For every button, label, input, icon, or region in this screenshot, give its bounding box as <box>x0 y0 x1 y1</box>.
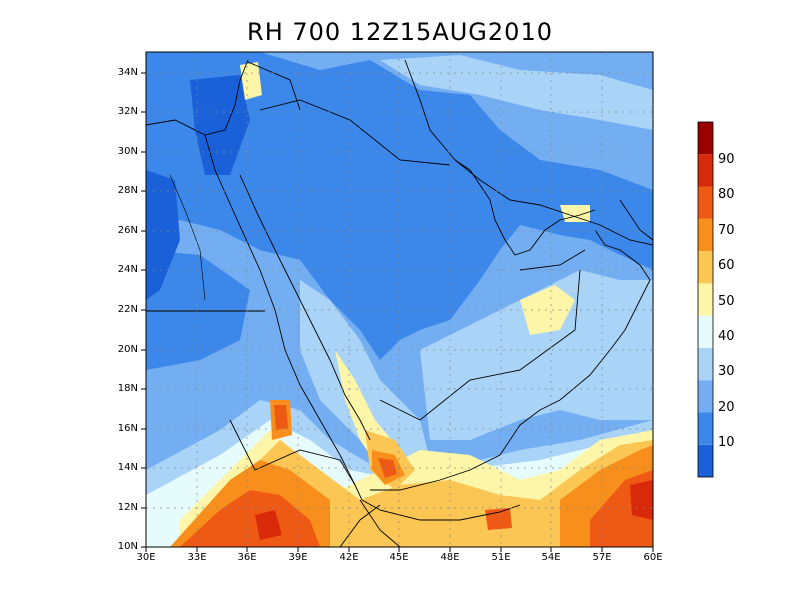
field-80-south <box>180 490 320 547</box>
sudan-ethiopia-border <box>229 419 256 471</box>
colorbar-swatch <box>698 412 713 445</box>
field-80-ethiopia <box>274 405 288 430</box>
lat-label: 16N <box>117 423 138 434</box>
lat-label: 26N <box>117 225 138 236</box>
lat-label: 14N <box>117 462 138 473</box>
lat-label: 18N <box>117 383 138 394</box>
field-dry-north <box>146 250 250 370</box>
persian-gulf-coast <box>454 159 596 256</box>
map-title: RH 700 12Z15AUG2010 <box>247 18 553 46</box>
lon-label: 39E <box>288 552 308 563</box>
lat-label: 20N <box>117 344 138 355</box>
lon-label: 30E <box>136 552 156 563</box>
red-sea-east-coast <box>239 174 371 441</box>
colorbar-swatch <box>698 444 713 477</box>
colorbar-swatch <box>698 251 713 284</box>
iraq-iran-border <box>404 59 456 161</box>
lon-label: 42E <box>339 552 359 563</box>
ethiopia-border <box>254 449 356 486</box>
tick-marks <box>141 72 654 552</box>
colorbar-swatch <box>698 218 713 252</box>
colorbar-frame <box>697 121 714 478</box>
lon-label: 45E <box>389 552 409 563</box>
field-50-oman <box>520 285 575 335</box>
lat-label: 34N <box>117 67 138 78</box>
gulf-of-aden-south <box>339 504 381 547</box>
uae-border <box>519 249 586 271</box>
lon-label: 51E <box>491 552 511 563</box>
lon-label: 60E <box>643 552 663 563</box>
graticule <box>146 52 653 547</box>
iran-coast <box>454 159 653 246</box>
lat-label: 22N <box>117 304 138 315</box>
colorbar-label: 80 <box>718 187 735 202</box>
colorbar-swatch <box>698 347 713 381</box>
mediterranean-coast <box>146 59 249 136</box>
colorbar-swatch <box>698 122 713 155</box>
colorbar-swatch <box>698 380 713 413</box>
colorbar-swatch <box>698 315 713 348</box>
colorbar-label: 10 <box>718 435 735 450</box>
field-80-somalia <box>485 508 512 530</box>
colorbar-swatch <box>698 186 713 219</box>
colorbar-label: 20 <box>718 400 735 415</box>
field-90-south <box>255 510 282 540</box>
colorbar-label: 60 <box>718 258 735 273</box>
red-sea-west-coast <box>204 134 363 501</box>
saudi-oman-border <box>519 269 581 371</box>
lon-label: 36E <box>237 552 257 563</box>
lon-label: 48E <box>440 552 460 563</box>
field-50-levant <box>240 62 262 100</box>
oman-east-coast <box>594 229 651 331</box>
field-dry-west <box>146 52 653 360</box>
colorbar-label: 40 <box>718 329 735 344</box>
political-borders <box>146 59 653 547</box>
jordan-border <box>247 61 301 111</box>
nile <box>169 174 206 301</box>
lat-label: 10N <box>117 541 138 552</box>
iran-pakistan-border <box>619 199 653 241</box>
coastlines <box>146 59 653 547</box>
lat-label: 12N <box>117 502 138 513</box>
field-80-yemen <box>378 458 397 478</box>
field-moist-redsea <box>300 280 430 470</box>
field-verydry-2 <box>190 75 250 175</box>
lat-label: 28N <box>117 185 138 196</box>
rh-shaded-field <box>146 52 653 547</box>
lat-label: 30N <box>117 146 138 157</box>
colorbar <box>697 121 714 478</box>
colorbar-label: 90 <box>718 152 735 167</box>
field-moist-central <box>420 270 653 440</box>
field-moist-north <box>380 55 653 130</box>
lon-label: 57E <box>592 552 612 563</box>
saudi-north-border <box>259 99 451 166</box>
colorbar-swatch <box>698 154 713 187</box>
colorbar-label: 50 <box>718 294 735 309</box>
lon-label: 54E <box>541 552 561 563</box>
lon-label: 33E <box>187 552 207 563</box>
saudi-yemen-border <box>379 369 521 421</box>
field-verydry-1 <box>146 170 180 300</box>
field-90-east <box>630 480 653 520</box>
colorbar-label: 70 <box>718 223 735 238</box>
colorbar-swatch <box>698 283 713 316</box>
arabia-south-coast <box>370 329 626 491</box>
colorbar-label: 30 <box>718 364 735 379</box>
lat-label: 24N <box>117 264 138 275</box>
somalia-border <box>359 499 401 547</box>
lat-label: 32N <box>117 106 138 117</box>
